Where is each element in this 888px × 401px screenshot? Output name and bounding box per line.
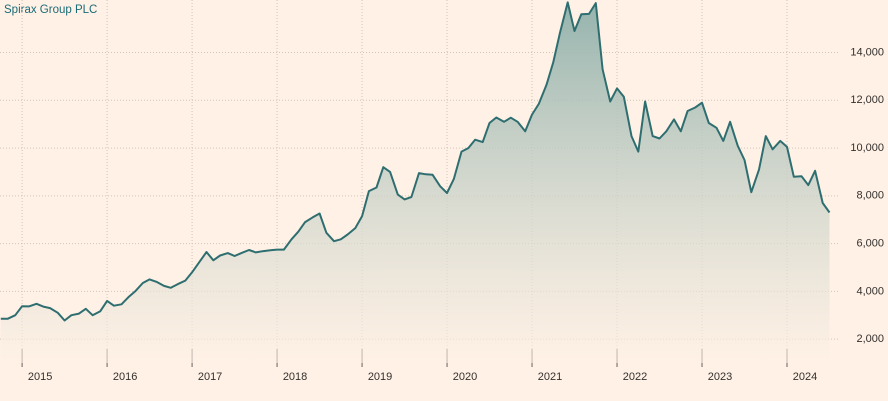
y-tick-label: 10,000 [850, 142, 884, 154]
y-tick-label: 6,000 [856, 237, 884, 249]
y-tick-label: 8,000 [856, 190, 884, 202]
x-tick-label: 2022 [623, 371, 647, 383]
x-tick-label: 2023 [708, 371, 732, 383]
line [0, 1, 831, 322]
x-tick-label: 2019 [368, 371, 392, 383]
chart-title: Spirax Group PLC [4, 4, 97, 16]
x-tick-label: 2016 [113, 371, 137, 383]
area [0, 2, 830, 364]
x-tick-label: 2021 [538, 371, 562, 383]
y-tick-label: 4,000 [856, 285, 884, 297]
x-tick-label: 2018 [283, 371, 307, 383]
x-tick-label: 2015 [28, 371, 52, 383]
y-tick-label: 2,000 [856, 333, 884, 345]
y-tick-label: 14,000 [850, 46, 884, 58]
y-tick-label: 12,000 [850, 94, 884, 106]
x-tick-label: 2024 [793, 371, 817, 383]
x-tick-label: 2017 [198, 371, 222, 383]
x-tick-label: 2020 [453, 371, 477, 383]
